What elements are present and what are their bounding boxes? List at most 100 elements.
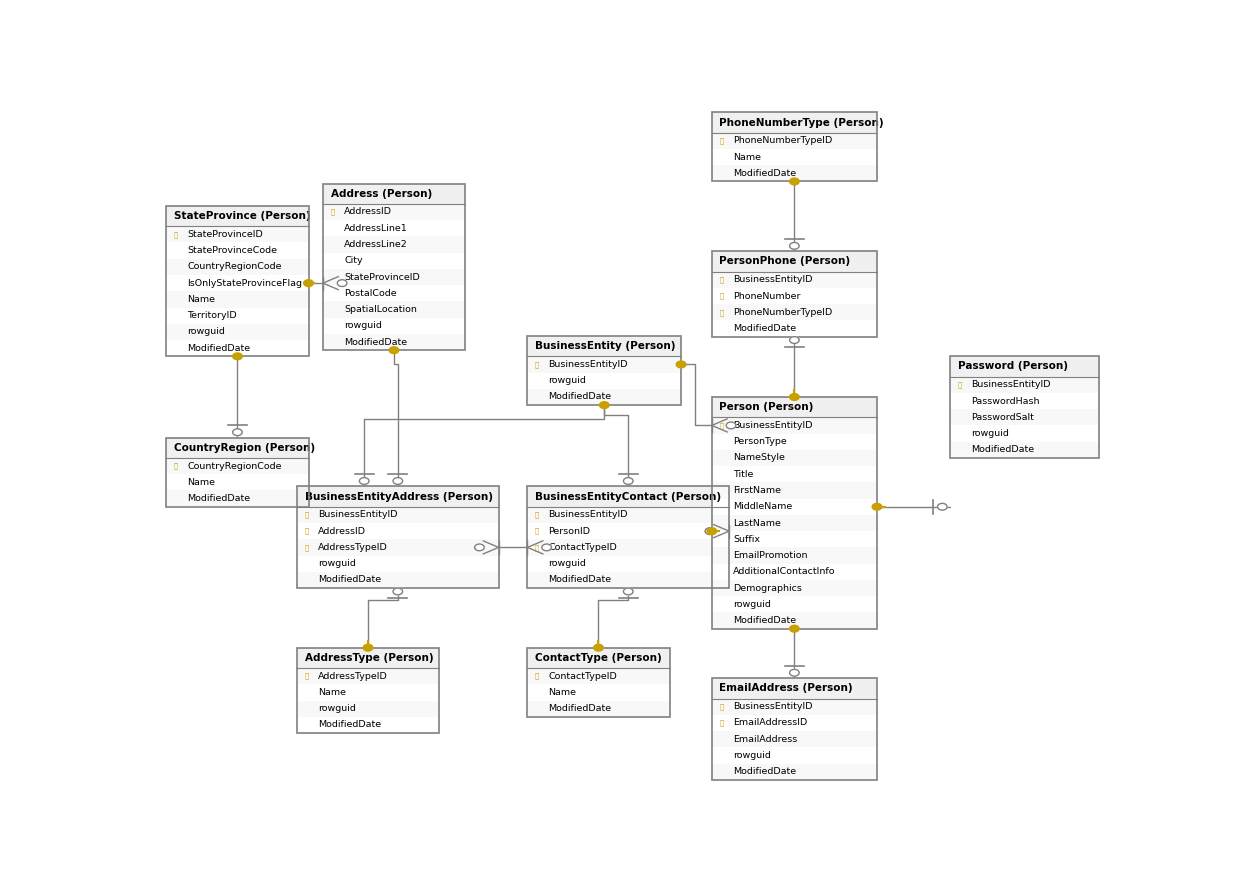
- Text: AddressID: AddressID: [344, 208, 392, 216]
- Text: rowguid: rowguid: [549, 377, 586, 385]
- Circle shape: [789, 393, 799, 400]
- Text: ⚿: ⚿: [535, 511, 539, 518]
- Bar: [323, 184, 465, 204]
- Circle shape: [705, 528, 715, 534]
- Bar: [711, 288, 877, 304]
- Bar: [950, 356, 1099, 458]
- Bar: [711, 580, 877, 596]
- Bar: [323, 302, 465, 318]
- Text: PasswordSalt: PasswordSalt: [971, 413, 1033, 422]
- Bar: [166, 291, 309, 307]
- Bar: [297, 487, 498, 507]
- Bar: [711, 113, 877, 181]
- Text: ⚿: ⚿: [173, 463, 178, 469]
- Text: ⚿: ⚿: [305, 528, 309, 534]
- Text: rowguid: rowguid: [971, 429, 1009, 438]
- Text: MiddleName: MiddleName: [733, 502, 792, 511]
- Text: Title: Title: [733, 470, 753, 479]
- Text: PersonType: PersonType: [733, 437, 787, 446]
- Text: BusinessEntityID: BusinessEntityID: [549, 360, 628, 369]
- Bar: [711, 252, 877, 337]
- Bar: [711, 764, 877, 780]
- Text: BusinessEntityContact (Person): BusinessEntityContact (Person): [535, 492, 721, 502]
- Text: PhoneNumberTypeID: PhoneNumberTypeID: [733, 136, 833, 145]
- Text: Name: Name: [187, 478, 216, 487]
- Text: Address (Person): Address (Person): [331, 188, 432, 199]
- Bar: [297, 685, 439, 700]
- Text: Suffix: Suffix: [733, 535, 760, 544]
- Text: Name: Name: [318, 688, 346, 697]
- Text: ⚿: ⚿: [535, 673, 539, 679]
- Text: ⚿: ⚿: [535, 528, 539, 534]
- Circle shape: [676, 361, 686, 368]
- Bar: [166, 206, 309, 356]
- Bar: [528, 507, 729, 523]
- Bar: [166, 259, 309, 275]
- Text: TerritoryID: TerritoryID: [187, 312, 237, 320]
- Bar: [711, 149, 877, 165]
- Bar: [297, 648, 439, 733]
- Bar: [711, 397, 877, 417]
- Bar: [297, 717, 439, 733]
- Text: ContactTypeID: ContactTypeID: [549, 543, 617, 552]
- Text: PostalCode: PostalCode: [344, 289, 396, 297]
- Text: ModifiedDate: ModifiedDate: [549, 576, 612, 584]
- Text: BusinessEntityAddress (Person): BusinessEntityAddress (Person): [305, 492, 493, 502]
- Bar: [528, 389, 681, 405]
- Text: ModifiedDate: ModifiedDate: [318, 576, 382, 584]
- Text: rowguid: rowguid: [549, 559, 586, 568]
- Text: StateProvinceCode: StateProvinceCode: [187, 246, 278, 255]
- Bar: [297, 507, 498, 523]
- Bar: [711, 450, 877, 466]
- Bar: [528, 539, 729, 555]
- Bar: [528, 356, 681, 372]
- Bar: [297, 648, 439, 668]
- Circle shape: [363, 644, 373, 651]
- Bar: [323, 204, 465, 220]
- Bar: [711, 596, 877, 612]
- Text: AddressTypeID: AddressTypeID: [318, 543, 388, 552]
- Bar: [711, 252, 877, 272]
- Text: BusinessEntityID: BusinessEntityID: [971, 380, 1051, 389]
- Bar: [711, 320, 877, 337]
- Text: LastName: LastName: [733, 518, 781, 527]
- Bar: [297, 539, 498, 555]
- Text: ModifiedDate: ModifiedDate: [344, 338, 408, 347]
- Bar: [166, 474, 309, 490]
- Text: PersonPhone (Person): PersonPhone (Person): [720, 256, 851, 267]
- Text: PhoneNumberTypeID: PhoneNumberTypeID: [733, 308, 833, 317]
- Bar: [711, 133, 877, 149]
- Bar: [528, 700, 669, 717]
- Bar: [323, 184, 465, 350]
- Bar: [166, 243, 309, 259]
- Text: BusinessEntityID: BusinessEntityID: [318, 510, 398, 519]
- Text: EmailAddress: EmailAddress: [733, 735, 797, 744]
- Circle shape: [789, 243, 799, 249]
- Bar: [528, 487, 729, 507]
- Bar: [528, 487, 729, 588]
- Text: Demographics: Demographics: [733, 583, 802, 592]
- Text: PhoneNumber: PhoneNumber: [733, 291, 800, 300]
- Bar: [297, 523, 498, 539]
- Text: AddressLine2: AddressLine2: [344, 240, 408, 249]
- Text: BusinessEntityID: BusinessEntityID: [733, 275, 813, 284]
- Text: StateProvinceID: StateProvinceID: [344, 273, 420, 282]
- Text: EmailAddress (Person): EmailAddress (Person): [720, 684, 854, 693]
- Bar: [950, 377, 1099, 392]
- Text: EmailPromotion: EmailPromotion: [733, 551, 808, 560]
- Text: ⚿: ⚿: [331, 209, 335, 216]
- Circle shape: [623, 478, 633, 484]
- Text: ModifiedDate: ModifiedDate: [549, 704, 612, 713]
- Text: ContactTypeID: ContactTypeID: [549, 671, 617, 680]
- Bar: [166, 206, 309, 226]
- Circle shape: [233, 353, 243, 360]
- Text: StateProvinceID: StateProvinceID: [187, 230, 263, 238]
- Text: rowguid: rowguid: [733, 600, 771, 609]
- Bar: [528, 336, 681, 405]
- Bar: [323, 334, 465, 350]
- Bar: [166, 340, 309, 356]
- Bar: [711, 434, 877, 450]
- Text: Name: Name: [187, 295, 216, 304]
- Text: ModifiedDate: ModifiedDate: [733, 169, 795, 178]
- Bar: [711, 678, 877, 699]
